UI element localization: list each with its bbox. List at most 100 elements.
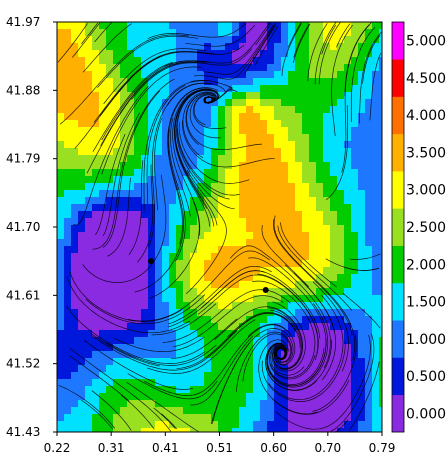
heatmap-cell: [365, 190, 373, 198]
streamline: [185, 170, 227, 295]
heatmap-cell: [99, 232, 107, 240]
heatmap-cell: [85, 176, 93, 184]
heatmap-cell: [106, 337, 114, 345]
heatmap-cell: [281, 127, 289, 135]
heatmap-cell: [379, 428, 383, 433]
streamline: [178, 122, 250, 184]
heatmap-cell: [344, 71, 352, 79]
heatmap-cell: [316, 330, 324, 338]
heatmap-cell: [288, 330, 296, 338]
heatmap-cell: [358, 246, 366, 254]
heatmap-cell: [211, 239, 219, 247]
heatmap-cell: [288, 183, 296, 191]
heatmap-cell: [358, 134, 366, 142]
heatmap-cell: [99, 183, 107, 191]
heatmap-cell: [351, 134, 359, 142]
heatmap-cell: [190, 141, 198, 149]
heatmap-cell: [225, 120, 233, 128]
heatmap-cell: [64, 127, 72, 135]
heatmap-cell: [225, 71, 233, 79]
heatmap-cell: [190, 372, 198, 380]
heatmap-cell: [365, 267, 373, 275]
heatmap-cell: [211, 64, 219, 72]
heatmap-cell: [218, 22, 226, 30]
heatmap-cell: [99, 428, 107, 433]
heatmap-cell: [330, 232, 338, 240]
heatmap-cell: [134, 302, 142, 310]
heatmap-cell: [337, 428, 345, 433]
heatmap-cell: [295, 414, 303, 422]
heatmap-cell: [78, 22, 86, 30]
streamline: [203, 25, 274, 75]
heatmap-cell: [155, 204, 163, 212]
heatmap-cell: [372, 99, 380, 107]
heatmap-cell: [162, 281, 170, 289]
heatmap-cell: [57, 351, 65, 359]
heatmap-cell: [281, 176, 289, 184]
heatmap-cell: [169, 267, 177, 275]
heatmap-cell: [64, 85, 72, 93]
heatmap-cell: [372, 246, 380, 254]
heatmap-cell: [197, 421, 205, 429]
heatmap-cell: [295, 218, 303, 226]
heatmap-cell: [379, 22, 383, 30]
heatmap-cell: [113, 225, 121, 233]
heatmap-cell: [260, 344, 268, 352]
heatmap-cell: [253, 295, 261, 303]
heatmap-cell: [246, 414, 254, 422]
heatmap-cell: [141, 204, 149, 212]
heatmap-cell: [239, 141, 247, 149]
heatmap-cell: [323, 218, 331, 226]
heatmap-cell: [330, 414, 338, 422]
heatmap-cell: [253, 281, 261, 289]
streamline: [254, 25, 279, 66]
heatmap-cell: [176, 316, 184, 324]
heatmap-cell: [92, 85, 100, 93]
heatmap-cell: [302, 57, 310, 65]
heatmap-cell: [218, 344, 226, 352]
heatmap-cell: [302, 288, 310, 296]
heatmap-cell: [134, 309, 142, 317]
heatmap-cell: [344, 239, 352, 247]
heatmap-cell: [113, 155, 121, 163]
heatmap-cell: [176, 204, 184, 212]
heatmap-cell: [337, 148, 345, 156]
heatmap-cell: [274, 148, 282, 156]
heatmap-cell: [141, 85, 149, 93]
heatmap-cell: [106, 50, 114, 58]
heatmap-cell: [183, 309, 191, 317]
heatmap-cell: [351, 330, 359, 338]
heatmap-cell: [190, 22, 198, 30]
heatmap-cell: [309, 176, 317, 184]
heatmap-cell: [85, 379, 93, 387]
heatmap-cell: [183, 36, 191, 44]
heatmap-cell: [372, 127, 380, 135]
heatmap-cell: [358, 106, 366, 114]
heatmap-cell: [211, 253, 219, 261]
heatmap-cell: [85, 260, 93, 268]
heatmap-cell: [281, 267, 289, 275]
heatmap-cell: [288, 141, 296, 149]
heatmap-cell: [92, 64, 100, 72]
heatmap-cell: [358, 120, 366, 128]
heatmap-cell: [232, 309, 240, 317]
heatmap-cell: [113, 148, 121, 156]
heatmap-cell: [92, 57, 100, 65]
heatmap-cell: [372, 92, 380, 100]
heatmap-cell: [197, 267, 205, 275]
heatmap-cell: [113, 393, 121, 401]
heatmap-cell: [204, 323, 212, 331]
heatmap-cell: [295, 351, 303, 359]
heatmap-cell: [232, 78, 240, 86]
heatmap-cell: [106, 64, 114, 72]
heatmap-cell: [78, 274, 86, 282]
heatmap-cell: [169, 274, 177, 282]
heatmap-cell: [323, 92, 331, 100]
heatmap-cell: [92, 50, 100, 58]
heatmap-cell: [379, 330, 383, 338]
streamline: [81, 22, 99, 45]
heatmap-cell: [57, 421, 65, 429]
heatmap-cell: [113, 302, 121, 310]
heatmap-cell: [267, 92, 275, 100]
heatmap-cell: [57, 330, 65, 338]
